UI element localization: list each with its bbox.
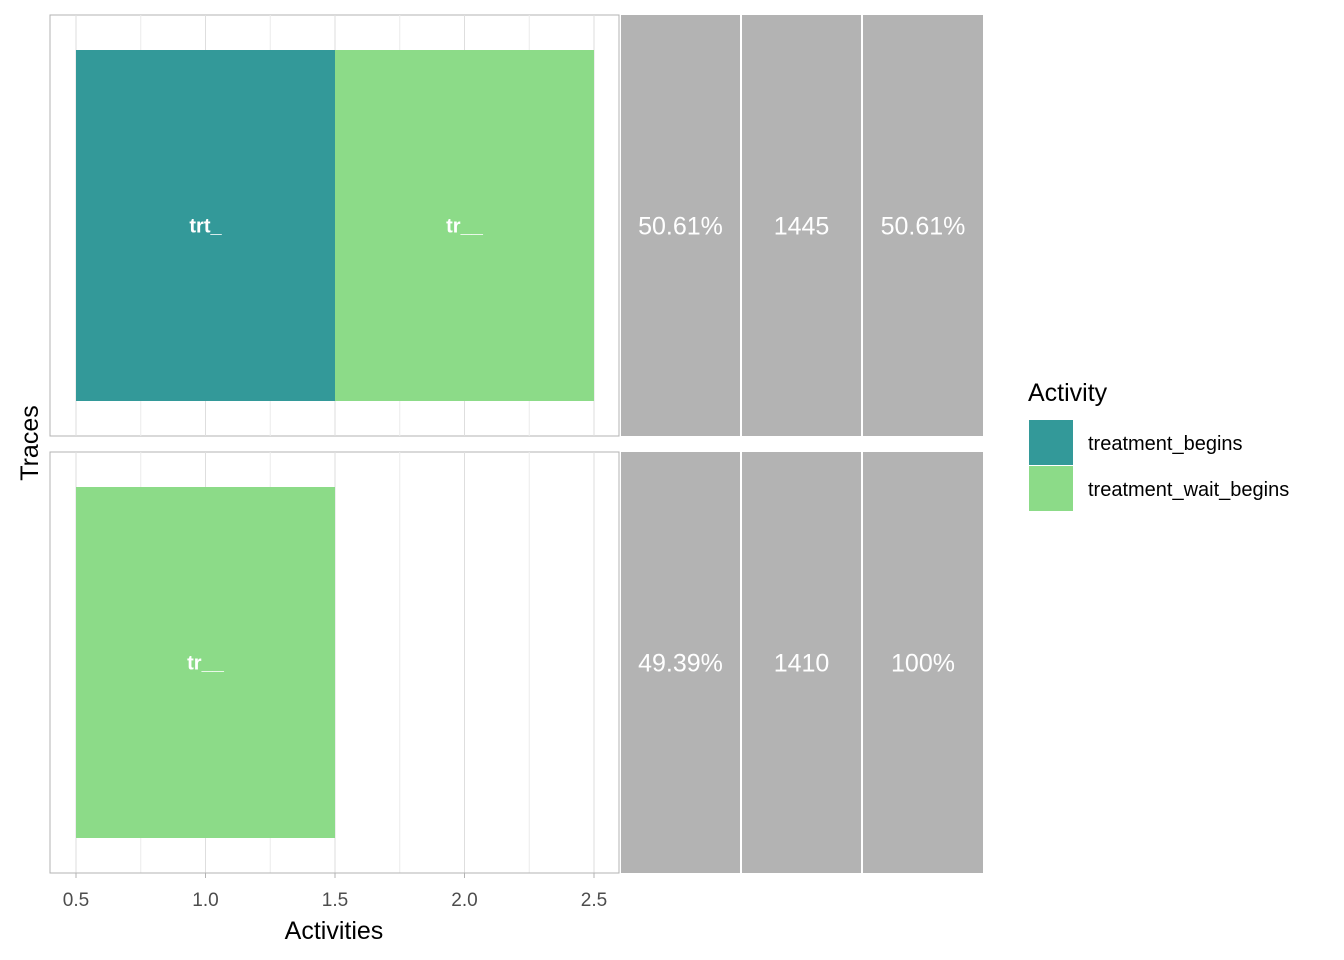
trace-panel: tr__ — [49, 451, 620, 874]
cumulative-frequency-label: 50.61% — [881, 213, 966, 241]
stat-cell — [863, 452, 983, 873]
legend-swatch — [1029, 466, 1073, 511]
stat-cell — [742, 15, 861, 436]
relative-frequency-label: 49.39% — [638, 650, 723, 678]
relative-frequency-label: 50.61% — [638, 213, 723, 241]
absolute-frequency-label: 1445 — [774, 213, 830, 241]
stat-cell — [742, 452, 861, 873]
activity-tile — [76, 50, 335, 401]
trace-panels: trt_ tr__ tr__ — [49, 14, 620, 874]
x-tick-label: 0.5 — [63, 890, 89, 911]
legend-swatch — [1029, 420, 1073, 465]
y-axis-title: Traces — [16, 405, 44, 480]
legend-label: treatment_wait_begins — [1088, 479, 1289, 501]
x-tick-label: 1.5 — [322, 890, 348, 911]
x-axis-title: Activities — [285, 917, 384, 945]
activity-tile — [335, 50, 594, 401]
x-tick-label: 2.0 — [451, 890, 477, 911]
cumulative-frequency-label: 100% — [891, 650, 955, 678]
activity-tile-label: tr__ — [187, 653, 225, 675]
legend-label: treatment_begins — [1088, 433, 1243, 455]
legend-title: Activity — [1028, 379, 1108, 407]
x-axis: 0.5 1.0 1.5 2.0 2.5 — [50, 872, 619, 911]
activity-tile — [76, 487, 335, 838]
stat-cell — [863, 15, 983, 436]
stat-cell — [621, 452, 740, 873]
trace-panel: trt_ tr__ — [49, 14, 620, 437]
activity-tile-label: trt_ — [189, 216, 222, 238]
legend-entries: treatment_begins treatment_wait_begins — [1029, 420, 1289, 511]
trace-statistics: 50.61% 1445 50.61% 49.39% 1410 100% — [621, 15, 983, 873]
legend: Activity treatment_begins treatment_wait_… — [1028, 379, 1289, 511]
x-tick-label: 2.5 — [581, 890, 607, 911]
activity-tile-label: tr__ — [446, 216, 484, 238]
x-tick-label: 1.0 — [192, 890, 218, 911]
absolute-frequency-label: 1410 — [774, 650, 830, 678]
stat-cell — [621, 15, 740, 436]
